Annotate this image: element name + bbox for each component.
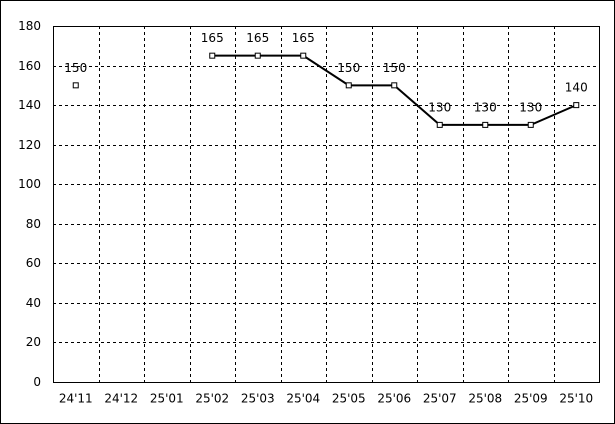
point-marker (345, 82, 352, 89)
point-marker (209, 52, 216, 59)
point-marker (391, 82, 398, 89)
plot-frame (53, 26, 600, 383)
x-tick-label: 25'09 (514, 392, 548, 406)
y-tick-label: 80 (26, 217, 41, 231)
data-label: 140 (565, 81, 588, 95)
x-tick-label: 25'03 (241, 392, 275, 406)
y-tick-label: 100 (18, 177, 41, 191)
data-label: 150 (337, 61, 360, 75)
point-marker (72, 82, 79, 89)
x-tick-label: 25'10 (559, 392, 593, 406)
x-tick-label: 25'01 (150, 392, 184, 406)
data-label: 150 (64, 61, 87, 75)
y-tick-label: 120 (18, 138, 41, 152)
point-marker (254, 52, 261, 59)
data-label: 165 (292, 31, 315, 45)
y-tick-label: 160 (18, 59, 41, 73)
y-tick-label: 140 (18, 98, 41, 112)
point-marker (300, 52, 307, 59)
x-tick-label: 24'12 (104, 392, 138, 406)
y-tick-label: 40 (26, 296, 41, 310)
y-tick-label: 60 (26, 256, 41, 270)
x-tick-label: 25'04 (286, 392, 320, 406)
data-label: 130 (428, 100, 451, 114)
point-marker (573, 102, 580, 109)
x-tick-label: 25'06 (377, 392, 411, 406)
data-label: 150 (383, 61, 406, 75)
data-label: 130 (474, 100, 497, 114)
y-tick-label: 180 (18, 19, 41, 33)
data-label: 130 (519, 100, 542, 114)
x-tick-label: 25'05 (332, 392, 366, 406)
y-tick-label: 20 (26, 335, 41, 349)
y-tick-label: 0 (33, 375, 41, 389)
x-tick-label: 25'08 (468, 392, 502, 406)
point-marker (527, 121, 534, 128)
point-marker (482, 121, 489, 128)
data-label: 165 (201, 31, 224, 45)
point-marker (436, 121, 443, 128)
x-tick-label: 25'07 (423, 392, 457, 406)
data-label: 165 (246, 31, 269, 45)
x-tick-label: 25'02 (195, 392, 229, 406)
x-tick-label: 24'11 (59, 392, 93, 406)
